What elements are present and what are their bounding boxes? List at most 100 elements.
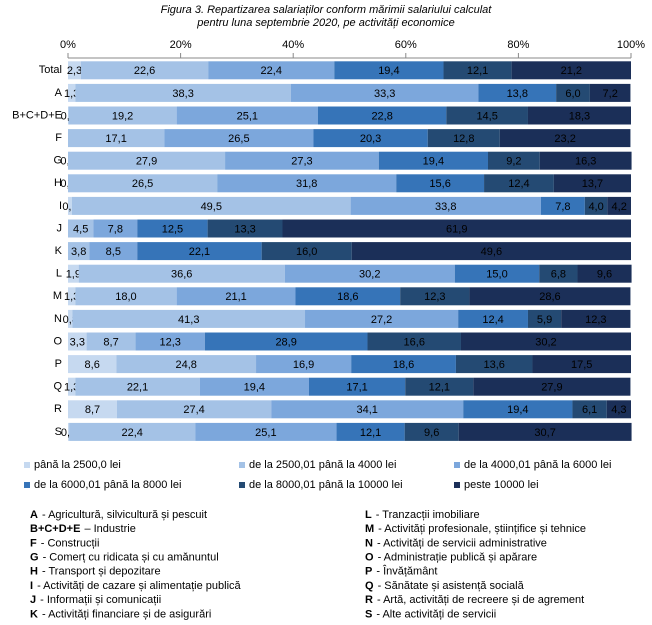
bar-segment xyxy=(487,151,540,170)
data-label: 4,2 xyxy=(612,201,627,213)
bar-segment xyxy=(446,106,528,125)
data-label: 49,6 xyxy=(481,246,502,258)
bar-segment xyxy=(256,355,352,374)
bar-segment xyxy=(137,242,262,261)
bar-segment xyxy=(532,355,631,374)
data-label: 8,5 xyxy=(106,246,121,258)
bar-segment xyxy=(290,83,479,102)
note-text: - Activități de cazare și alimentație pu… xyxy=(37,580,241,592)
bar-segment xyxy=(68,196,72,215)
note-code: G xyxy=(30,552,39,564)
data-label: 12,1 xyxy=(360,427,381,439)
bar-segment xyxy=(351,242,631,261)
data-label: 9,6 xyxy=(424,427,439,439)
bar-segment xyxy=(351,355,456,374)
data-label: 6,1 xyxy=(582,404,597,416)
data-label: 17,1 xyxy=(346,382,367,394)
data-label: 8,6 xyxy=(85,359,100,371)
data-label: 12,1 xyxy=(429,382,450,394)
data-label: 17,1 xyxy=(105,133,126,145)
data-label: 31,8 xyxy=(296,178,317,190)
y-tick-label: F xyxy=(55,132,62,144)
note-text: - Alte activități de servicii xyxy=(376,608,496,620)
x-tick-label: 100% xyxy=(617,39,645,51)
bar-segment xyxy=(68,400,117,419)
x-tick-label: 20% xyxy=(170,39,192,51)
bar-segment xyxy=(378,151,488,170)
bar-segment xyxy=(396,174,485,193)
data-label: 27,3 xyxy=(291,156,312,168)
note-text: - Agricultură, silvicultură și pescuit xyxy=(42,509,207,521)
y-tick-label: N xyxy=(54,313,62,325)
bar-segment xyxy=(75,83,291,102)
bar-segment xyxy=(499,129,631,148)
data-label: 18,3 xyxy=(569,110,590,122)
data-label: 20,3 xyxy=(360,133,381,145)
data-label: 16,0 xyxy=(296,246,317,258)
chart-title: Figura 3. Repartizarea salariaților conf… xyxy=(161,4,493,16)
bar-segment xyxy=(75,287,177,306)
bar-segment xyxy=(137,219,208,238)
data-label: 30,2 xyxy=(359,269,380,281)
bar-segment xyxy=(469,287,631,306)
bar-segment xyxy=(336,422,405,441)
bar-segment xyxy=(313,129,428,148)
y-tick-label: K xyxy=(55,245,63,257)
note-code: F xyxy=(30,537,37,549)
data-label: 4,3 xyxy=(611,404,626,416)
bar-segment xyxy=(553,174,631,193)
y-tick-label: A xyxy=(55,87,63,99)
bar-segment xyxy=(400,287,470,306)
x-tick-label: 0% xyxy=(60,39,76,51)
note-code: P xyxy=(365,566,372,578)
x-tick-label: 40% xyxy=(282,39,304,51)
bar-segment xyxy=(68,332,87,351)
bar-segment xyxy=(607,196,631,215)
bar-segment xyxy=(561,309,631,328)
note-code: B+C+D+E xyxy=(30,523,80,535)
legend-label: de la 6000,01 până la 8000 lei xyxy=(34,479,181,491)
note-text: - Comerț cu ridicata și cu amănuntul xyxy=(43,552,219,564)
data-label: 22,8 xyxy=(371,110,392,122)
bar-segment xyxy=(350,196,541,215)
data-label: 22,4 xyxy=(261,65,282,77)
data-label: 1,9 xyxy=(66,269,81,281)
y-tick-label: Q xyxy=(53,381,62,393)
y-tick-label: M xyxy=(53,290,62,302)
bar-segment xyxy=(261,242,352,261)
note-text: - Construcții xyxy=(41,537,100,549)
note-code: L xyxy=(365,509,372,521)
data-label: 25,1 xyxy=(255,427,276,439)
note-code: Q xyxy=(365,580,374,592)
data-label: 19,4 xyxy=(378,65,399,77)
data-label: 2,3 xyxy=(67,65,82,77)
data-label: 12,4 xyxy=(508,178,529,190)
data-label: 7,2 xyxy=(603,88,618,100)
bar-segment xyxy=(308,377,406,396)
bar-segment xyxy=(68,151,226,170)
data-label: 26,5 xyxy=(132,178,153,190)
bar-segment xyxy=(93,219,138,238)
note-code: M xyxy=(365,523,374,535)
note-code: O xyxy=(365,552,374,564)
data-label: 8,7 xyxy=(85,404,100,416)
bar-segment xyxy=(511,61,631,80)
bar-segment xyxy=(284,264,455,283)
y-tick-label: B+C+D+E xyxy=(12,109,62,121)
bar-segment xyxy=(204,332,368,351)
bar-segment xyxy=(68,309,73,328)
bar-segment xyxy=(68,287,76,306)
data-label: 22,4 xyxy=(121,427,142,439)
note-text: - Sănătate și asistență socială xyxy=(378,580,525,592)
y-tick-label: H xyxy=(54,177,62,189)
bar-segment xyxy=(78,264,285,283)
bar-segment xyxy=(527,309,562,328)
note-code: I xyxy=(30,580,33,592)
bar-segment xyxy=(527,106,631,125)
note-code: N xyxy=(365,537,373,549)
data-label: 19,4 xyxy=(423,156,444,168)
y-tick-label: I xyxy=(59,200,62,212)
data-label: 3,3 xyxy=(70,336,85,348)
note-text: - Transport și depozitare xyxy=(42,566,161,578)
